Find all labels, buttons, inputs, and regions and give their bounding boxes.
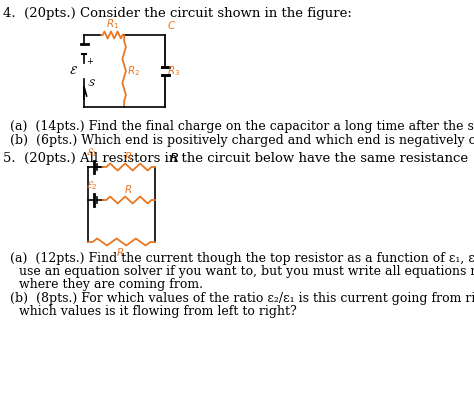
Text: (b)  (8pts.) For which values of the ratio ε₂/ε₁ is this current going from righ: (b) (8pts.) For which values of the rati… — [10, 292, 474, 305]
Text: .: . — [173, 152, 178, 165]
Text: (a)  (12pts.) Find the current though the top resistor as a function of ε₁, ε₂, : (a) (12pts.) Find the current though the… — [10, 252, 474, 265]
Text: +: + — [86, 57, 93, 66]
Text: $\mathcal{E}_2$: $\mathcal{E}_2$ — [86, 179, 98, 192]
Text: $R$: $R$ — [169, 152, 179, 165]
Text: $\mathcal{E}$: $\mathcal{E}$ — [69, 64, 78, 77]
Text: (a)  (14pts.) Find the final charge on the capacitor a long time after the switc: (a) (14pts.) Find the final charge on th… — [10, 120, 474, 133]
Text: $R_3$: $R_3$ — [167, 64, 181, 78]
Text: $\mathcal{E}_1$: $\mathcal{E}_1$ — [86, 146, 98, 159]
Text: $C$: $C$ — [167, 19, 176, 31]
Text: 5.  (20pts.) All resistors in the circuit below have the same resistance: 5. (20pts.) All resistors in the circuit… — [2, 152, 472, 165]
Text: $R$: $R$ — [124, 183, 132, 195]
Text: (b)  (6pts.) Which end is positively charged and which end is negatively charged: (b) (6pts.) Which end is positively char… — [10, 134, 474, 147]
Text: use an equation solver if you want to, but you must write all equations needed a: use an equation solver if you want to, b… — [18, 265, 474, 278]
Text: 4.  (20pts.) Consider the circuit shown in the figure:: 4. (20pts.) Consider the circuit shown i… — [2, 7, 351, 20]
Text: $R$: $R$ — [116, 246, 124, 258]
Text: $R$: $R$ — [124, 150, 132, 162]
Text: which values is it flowing from left to right?: which values is it flowing from left to … — [18, 305, 296, 318]
Text: $R_2$: $R_2$ — [127, 64, 140, 78]
Text: where they are coming from.: where they are coming from. — [18, 278, 202, 291]
Text: $R_1$: $R_1$ — [106, 17, 119, 31]
Text: $\mathcal{S}$: $\mathcal{S}$ — [87, 77, 96, 88]
